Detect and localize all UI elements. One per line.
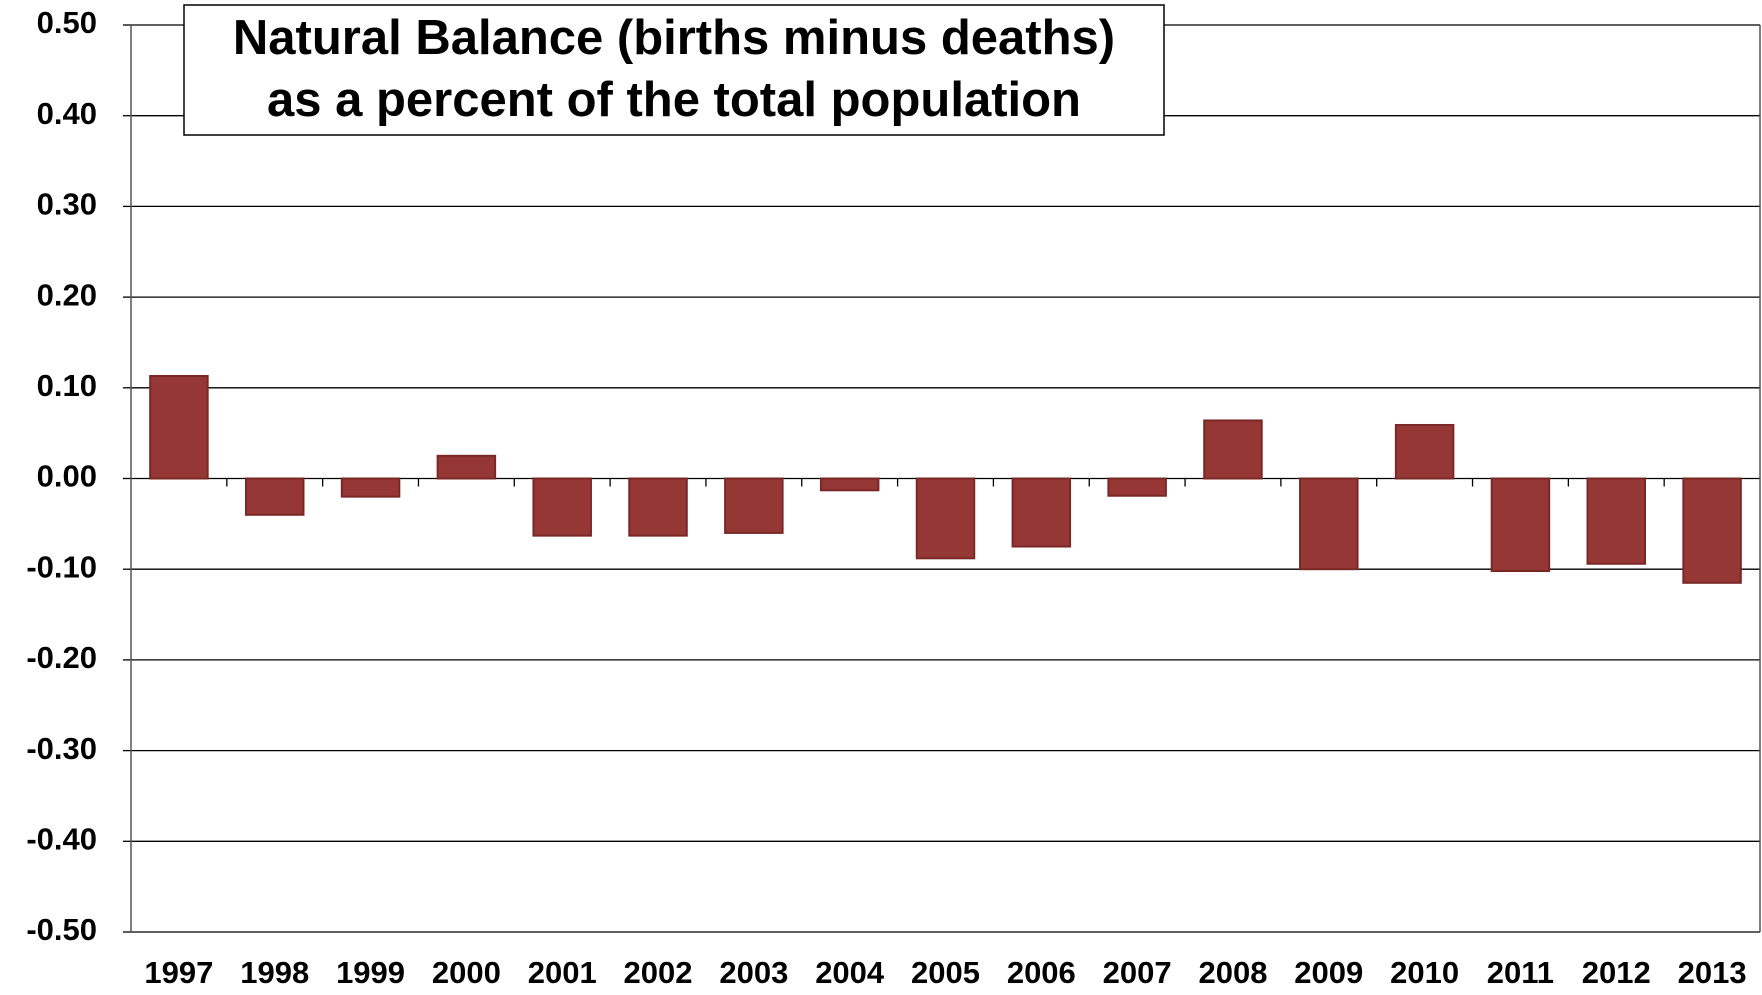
chart-title: as a percent of the total population: [267, 73, 1081, 127]
y-tick-label: 0.50: [37, 5, 97, 40]
y-tick-label: 0.00: [37, 459, 97, 494]
y-tick-label: -0.40: [26, 821, 97, 856]
x-tick-label: 2012: [1582, 955, 1651, 990]
bar: [340, 477, 401, 498]
y-tick-label: -0.30: [26, 731, 97, 766]
chart-title: Natural Balance (births minus deaths): [233, 11, 1115, 65]
x-tick-label: 2001: [528, 955, 597, 990]
x-tick-label: 2007: [1103, 955, 1172, 990]
bar: [1586, 477, 1647, 565]
x-tick-label: 1997: [144, 955, 213, 990]
bar: [1394, 423, 1455, 480]
x-tick-label: 1999: [336, 955, 405, 990]
x-tick-label: 2004: [815, 955, 885, 990]
bar: [1203, 419, 1263, 480]
x-tick-label: 2010: [1390, 955, 1459, 990]
bar: [1107, 477, 1167, 497]
bar: [915, 477, 976, 560]
bar: [244, 477, 305, 516]
y-tick-label: -0.20: [26, 640, 97, 675]
x-tick-label: 2013: [1678, 955, 1747, 990]
y-tick-label: 0.40: [37, 96, 97, 131]
bar: [724, 477, 784, 534]
x-tick-label: 2002: [624, 955, 693, 990]
bar: [149, 375, 209, 480]
x-tick-label: 2006: [1007, 955, 1076, 990]
x-tick-label: 2003: [719, 955, 788, 990]
bar: [532, 477, 592, 537]
x-tick-label: 1998: [240, 955, 309, 990]
x-tick-label: 2008: [1198, 955, 1267, 990]
x-tick-label: 2009: [1294, 955, 1363, 990]
x-tick-label: 2000: [432, 955, 501, 990]
bar: [628, 477, 688, 537]
bar: [1490, 477, 1551, 573]
y-tick-label: -0.10: [26, 549, 97, 584]
bar: [819, 477, 880, 492]
bar: [1011, 477, 1072, 548]
y-tick-label: 0.20: [37, 277, 97, 312]
bar: [1682, 477, 1742, 584]
y-tick-label: 0.10: [37, 368, 97, 403]
x-tick-label: 2005: [911, 955, 980, 990]
x-tick-label: 2011: [1487, 955, 1554, 990]
bar: [1299, 477, 1359, 571]
title-box: [183, 4, 1165, 136]
bar: [436, 454, 497, 480]
y-tick-label: 0.30: [37, 187, 97, 222]
y-tick-label: -0.50: [26, 912, 97, 947]
